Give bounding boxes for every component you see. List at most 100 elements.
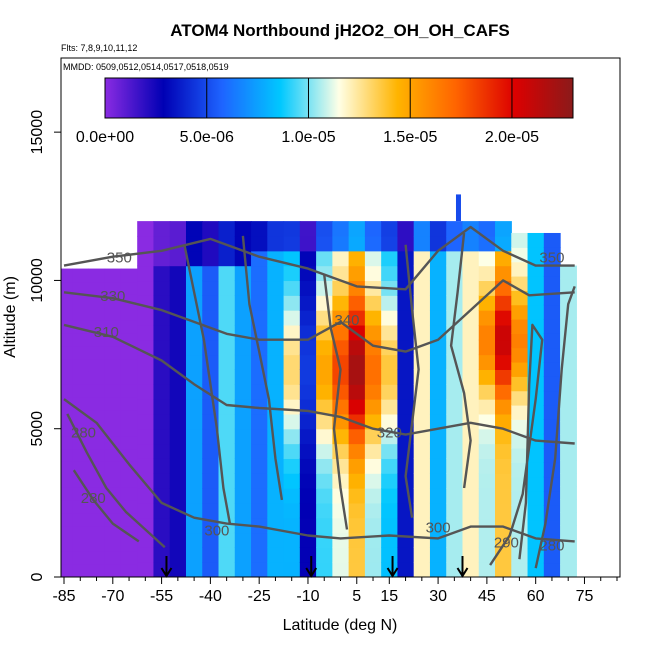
heatmap-cell — [185, 354, 203, 370]
heatmap-cell — [299, 443, 317, 459]
heatmap-cell — [137, 413, 155, 430]
heatmap-cell — [283, 235, 301, 252]
heatmap-cell — [511, 361, 529, 377]
heatmap-cell — [348, 250, 366, 267]
heatmap-cell — [251, 428, 268, 445]
contour-line — [489, 323, 544, 566]
heatmap-cell — [251, 399, 268, 415]
dates-subtitle: MMDD: 0509,0512,0514,0517,0518,0519 — [63, 62, 229, 72]
heatmap-cell — [495, 339, 512, 356]
heatmap-cell — [429, 443, 447, 459]
heatmap-cell — [153, 339, 171, 356]
heatmap-cell — [169, 250, 187, 267]
heatmap-cell — [153, 280, 171, 296]
heatmap-cell — [478, 295, 496, 311]
heatmap-cell — [495, 473, 512, 489]
contour-label: 290 — [494, 534, 519, 551]
heatmap-cell — [185, 488, 203, 504]
heatmap-cell — [478, 221, 496, 237]
heatmap-cell — [88, 319, 106, 334]
heatmap-cell — [61, 422, 73, 437]
heatmap-cell — [120, 371, 138, 385]
heatmap-cell — [218, 384, 236, 400]
heatmap-cell — [88, 422, 106, 437]
heatmap-cell — [446, 295, 464, 311]
heatmap-cell — [251, 235, 268, 252]
heatmap-cell — [462, 413, 480, 430]
heatmap-cell — [120, 435, 138, 450]
heatmap-cell — [543, 490, 561, 506]
contour-label: 300 — [204, 522, 229, 539]
heatmap-cell — [234, 502, 252, 519]
heatmap-cell — [560, 525, 577, 539]
heatmap-cell — [283, 532, 301, 548]
heatmap-cell — [283, 265, 301, 282]
heatmap-cell — [267, 532, 285, 548]
heatmap-cell — [511, 533, 529, 549]
heatmap-cell — [120, 384, 138, 398]
heatmap-cell — [169, 473, 187, 489]
heatmap-cell — [88, 281, 106, 295]
heatmap-cell — [283, 547, 301, 563]
heatmap-cell — [397, 265, 415, 282]
heatmap-cell — [316, 517, 333, 534]
heatmap-cell — [104, 358, 122, 372]
heatmap-cell — [104, 281, 122, 295]
heatmap-cell — [429, 517, 447, 534]
heatmap-cell — [478, 443, 496, 459]
heatmap-cell — [299, 502, 317, 519]
heatmap-cell — [462, 532, 480, 548]
heatmap-cell — [332, 562, 350, 577]
contour-line — [183, 244, 232, 524]
chart-title: ATOM4 Northbound jH2O2_OH_OH_CAFS — [170, 21, 509, 40]
heatmap-cell — [137, 221, 155, 237]
heatmap-cell — [283, 369, 301, 385]
heatmap-cell — [88, 345, 106, 360]
heatmap-cell — [267, 547, 285, 563]
heatmap-layer — [61, 194, 577, 577]
heatmap-cell — [543, 347, 561, 363]
heatmap-cell — [234, 221, 252, 237]
heatmap-cell — [462, 324, 480, 341]
heatmap-cell — [364, 562, 382, 577]
flights-subtitle: Flts: 7,8,9,10,11,12 — [61, 43, 137, 53]
heatmap-cell — [104, 564, 122, 577]
heatmap-cell — [397, 221, 415, 237]
heatmap-cell — [202, 488, 220, 504]
heatmap-cell — [511, 347, 529, 363]
heatmap-cell — [316, 443, 333, 459]
heatmap-cell — [316, 473, 333, 489]
heatmap-cell — [478, 235, 496, 252]
heatmap-cell — [153, 399, 171, 415]
heatmap-cell — [88, 307, 106, 321]
heatmap-cell — [413, 250, 431, 267]
heatmap-cell — [251, 532, 268, 548]
heatmap-cell — [218, 324, 236, 341]
heatmap-cell — [446, 235, 464, 252]
heatmap-cell — [202, 295, 220, 311]
heatmap-cell — [381, 488, 399, 504]
heatmap-cell — [267, 428, 285, 445]
heatmap-cell — [511, 247, 529, 263]
heatmap-cell — [348, 339, 366, 356]
heatmap-cell — [299, 354, 317, 370]
heatmap-cell — [120, 345, 138, 360]
heatmap-cell — [283, 354, 301, 370]
heatmap-cell — [332, 532, 350, 548]
heatmap-cell — [88, 397, 106, 411]
heatmap-cell — [104, 461, 122, 475]
heatmap-cell — [397, 443, 415, 459]
heatmap-cell — [495, 295, 512, 311]
heatmap-cell — [234, 310, 252, 326]
heatmap-cell — [413, 458, 431, 474]
heatmap-cell — [234, 473, 252, 489]
heatmap-cell — [185, 502, 203, 519]
heatmap-cell — [153, 547, 171, 563]
heatmap-cell — [153, 369, 171, 385]
heatmap-cell — [527, 404, 545, 420]
heatmap-cell — [560, 551, 577, 565]
heatmap-cell — [283, 324, 301, 341]
heatmap-cell — [218, 413, 236, 430]
heatmap-cell — [202, 458, 220, 474]
heatmap-cell — [364, 235, 382, 252]
